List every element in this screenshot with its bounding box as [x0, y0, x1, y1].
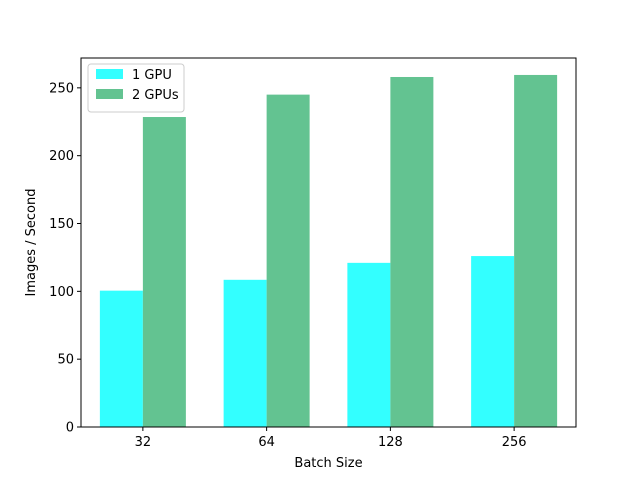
bar-1gpu-256: [471, 256, 515, 427]
bar-2gpus-32: [142, 117, 186, 427]
y-tick-label: 200: [49, 149, 74, 164]
bar-1gpu-128: [347, 262, 391, 427]
legend: 1 GPU 2 GPUs: [87, 63, 185, 113]
y-tick-label: 50: [57, 353, 74, 368]
bar-1gpu-64: [223, 279, 267, 427]
plot-frame: [80, 57, 577, 428]
legend-items: 1 GPU 2 GPUs: [96, 68, 179, 103]
legend-swatch: [96, 69, 123, 79]
bar-2gpus-128: [390, 76, 434, 427]
x-axis-label: Batch Size: [294, 456, 362, 471]
bar-2gpus-256: [514, 74, 558, 428]
x-axis-ticks: 32 64 128 256: [135, 427, 527, 450]
y-tick-label: 0: [66, 421, 74, 436]
x-tick-label: 256: [502, 435, 527, 450]
bar-1gpu-32: [99, 290, 143, 427]
y-axis-label: Images / Second: [24, 189, 39, 297]
legend-label: 1 GPU: [132, 68, 172, 83]
axes-layer: [80, 57, 577, 428]
y-tick-label: 150: [49, 217, 74, 232]
x-tick-label: 128: [378, 435, 403, 450]
x-tick-label: 32: [135, 435, 152, 450]
x-tick-label: 64: [258, 435, 275, 450]
bars-layer: [99, 74, 558, 428]
y-axis-ticks: 0 50 100 150 200 250: [49, 81, 81, 436]
y-tick-label: 100: [49, 285, 74, 300]
legend-swatch: [96, 89, 123, 99]
y-tick-label: 250: [49, 81, 74, 96]
bar-2gpus-64: [266, 94, 310, 428]
legend-label: 2 GPUs: [132, 88, 179, 103]
